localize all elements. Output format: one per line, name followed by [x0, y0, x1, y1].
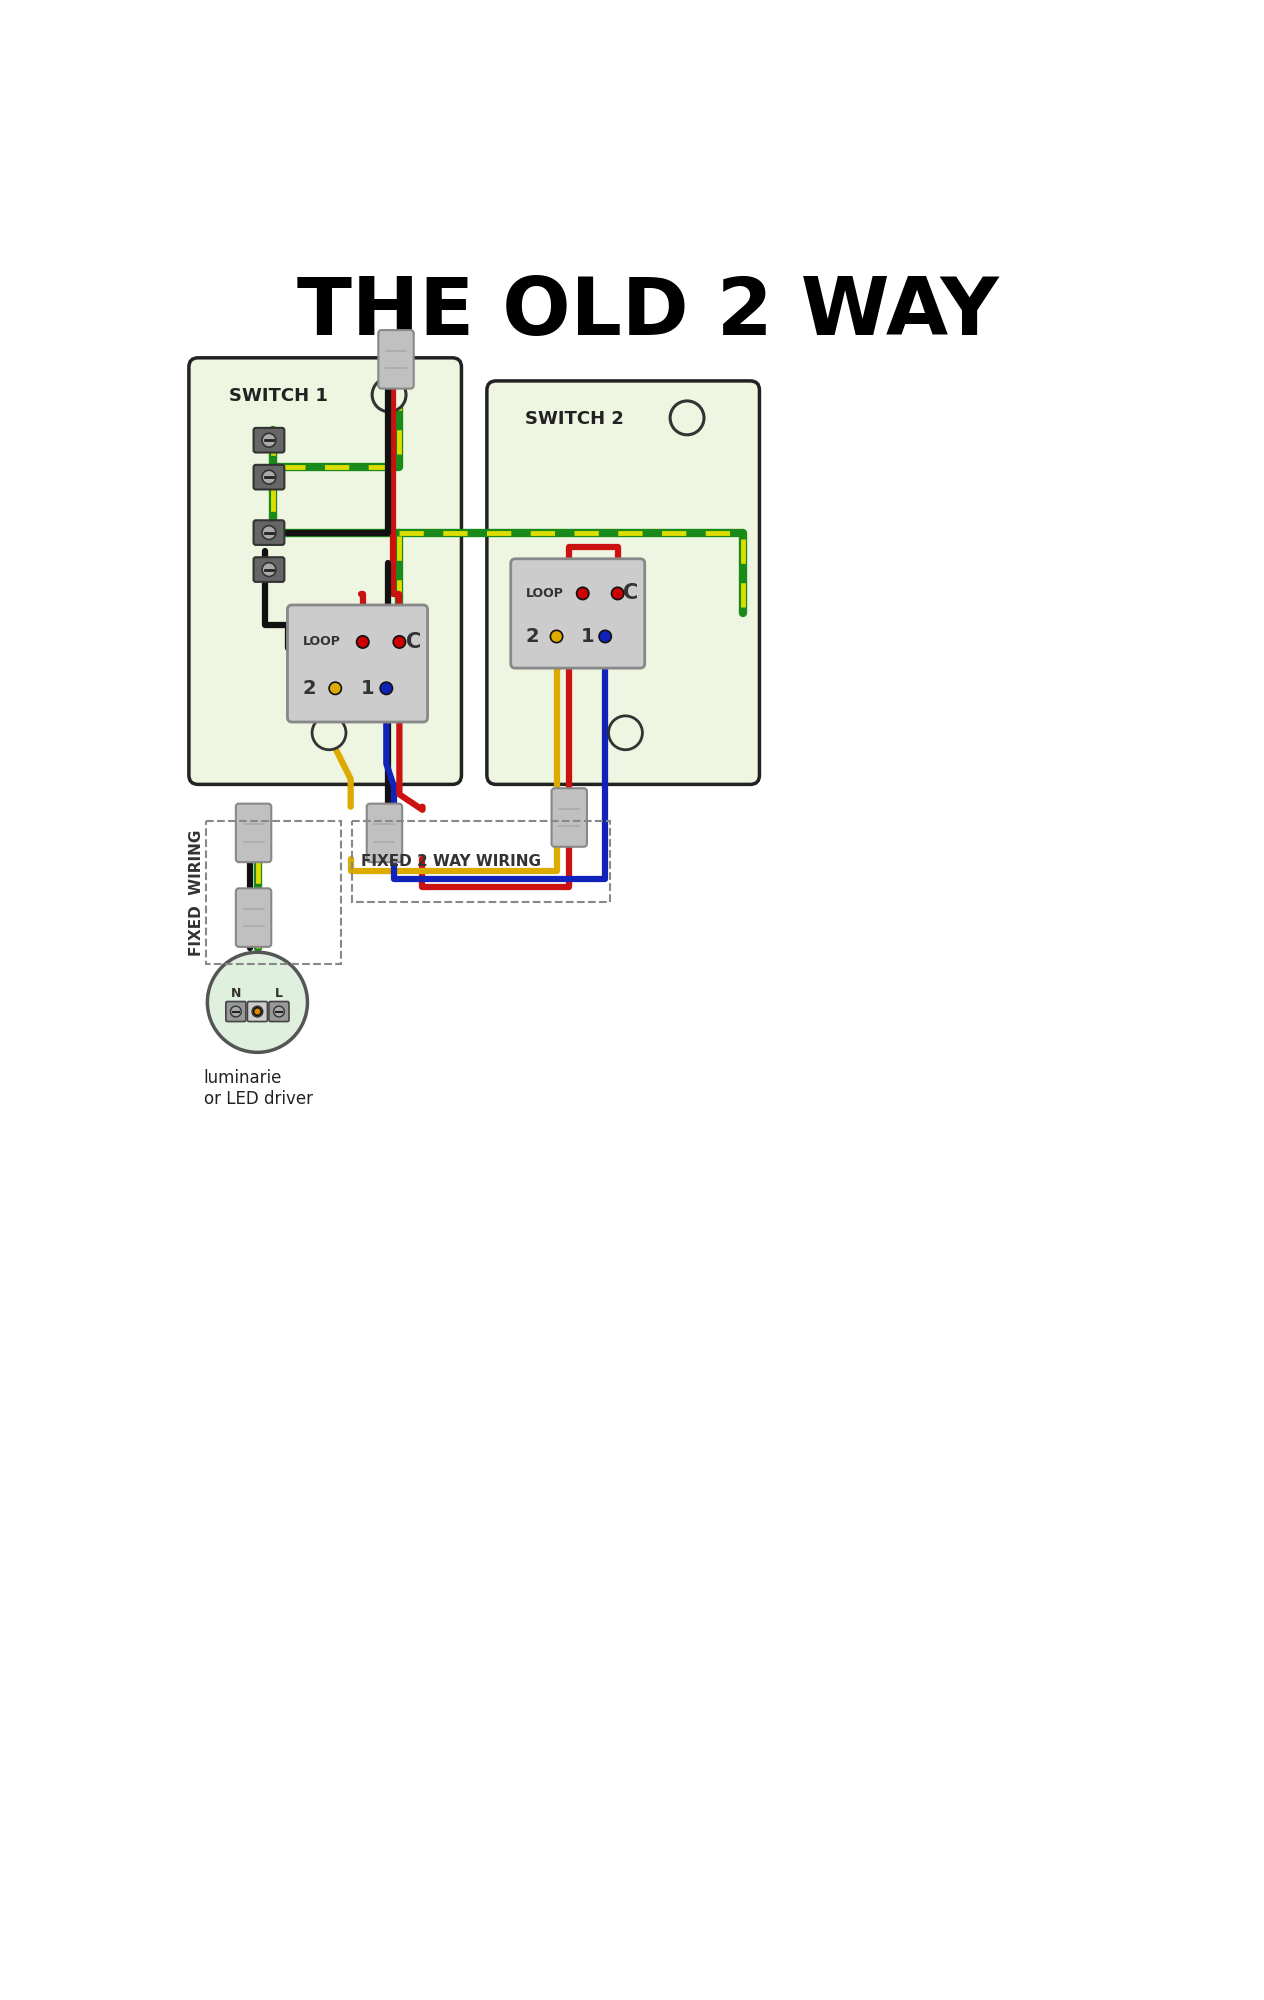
- Text: FIXED 2 WAY WIRING: FIXED 2 WAY WIRING: [362, 854, 541, 870]
- Circle shape: [612, 588, 624, 600]
- Circle shape: [576, 588, 589, 600]
- Circle shape: [254, 1008, 262, 1016]
- FancyBboxPatch shape: [487, 380, 760, 784]
- FancyBboxPatch shape: [188, 358, 461, 784]
- FancyBboxPatch shape: [226, 1002, 246, 1022]
- Text: LOOP: LOOP: [526, 586, 564, 600]
- Text: LOOP: LOOP: [303, 636, 341, 648]
- Circle shape: [599, 630, 612, 642]
- FancyBboxPatch shape: [367, 804, 402, 862]
- Circle shape: [262, 526, 276, 540]
- Circle shape: [262, 470, 276, 484]
- Text: SWITCH 1: SWITCH 1: [229, 388, 327, 406]
- Text: SWITCH 2: SWITCH 2: [526, 410, 624, 428]
- FancyBboxPatch shape: [269, 1002, 289, 1022]
- Circle shape: [230, 1006, 241, 1016]
- Text: N: N: [230, 986, 241, 1000]
- Text: C: C: [623, 584, 638, 604]
- Text: 1: 1: [581, 626, 594, 646]
- Circle shape: [550, 630, 562, 642]
- Circle shape: [262, 562, 276, 576]
- FancyBboxPatch shape: [254, 558, 284, 582]
- Text: L: L: [276, 986, 283, 1000]
- Text: THE OLD 2 WAY: THE OLD 2 WAY: [297, 274, 999, 352]
- FancyBboxPatch shape: [254, 464, 284, 490]
- Circle shape: [393, 636, 406, 648]
- Text: FIXED  WIRING: FIXED WIRING: [190, 830, 204, 956]
- Circle shape: [252, 1006, 263, 1016]
- Circle shape: [312, 716, 346, 750]
- Text: 2: 2: [302, 678, 316, 698]
- Circle shape: [262, 434, 276, 448]
- Circle shape: [329, 682, 341, 694]
- FancyBboxPatch shape: [551, 788, 586, 846]
- Circle shape: [380, 682, 392, 694]
- Circle shape: [670, 400, 704, 434]
- Text: C: C: [406, 632, 421, 652]
- FancyBboxPatch shape: [254, 520, 284, 544]
- FancyBboxPatch shape: [248, 1002, 268, 1022]
- Circle shape: [207, 952, 307, 1052]
- Text: luminarie
or LED driver: luminarie or LED driver: [204, 1070, 312, 1108]
- Circle shape: [273, 1006, 284, 1016]
- FancyBboxPatch shape: [236, 888, 272, 946]
- FancyBboxPatch shape: [378, 330, 413, 388]
- FancyBboxPatch shape: [254, 428, 284, 452]
- Circle shape: [608, 716, 642, 750]
- Text: 1: 1: [362, 678, 375, 698]
- Circle shape: [372, 378, 406, 412]
- FancyBboxPatch shape: [287, 604, 427, 722]
- Circle shape: [356, 636, 369, 648]
- FancyBboxPatch shape: [511, 558, 645, 668]
- FancyBboxPatch shape: [236, 804, 272, 862]
- Text: 2: 2: [526, 626, 540, 646]
